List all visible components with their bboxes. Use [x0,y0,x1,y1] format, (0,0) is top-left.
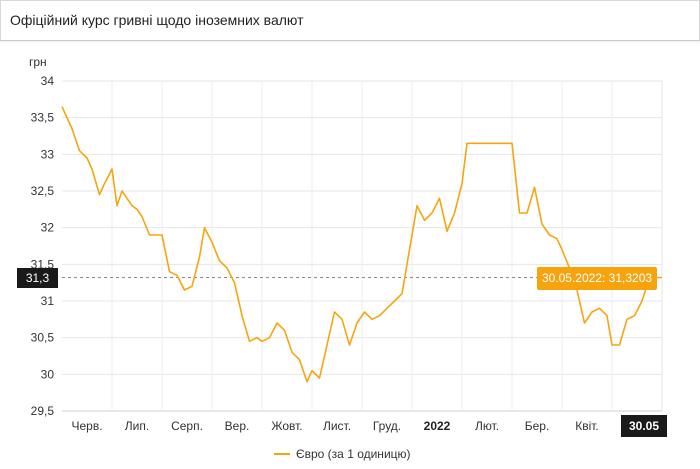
legend[interactable]: Євро (за 1 одиницю) [274,447,411,461]
y-tick-label: 29,5 [31,404,55,418]
x-tick-label: 2022 [424,419,451,433]
title-bar: Офіційний курс гривні щодо іноземних вал… [0,0,700,41]
y-axis-label: грн [29,55,47,69]
x-tick-label: Вер. [225,419,250,433]
y-tick-label: 30 [41,367,55,381]
y-tick-label: 31,5 [31,257,55,271]
x-tick-label: Квіт. [575,419,599,433]
y-tick-label: 30,5 [31,331,55,345]
x-tick-label: Груд. [373,419,401,433]
legend-item-euro[interactable]: Євро (за 1 одиницю) [296,447,411,461]
x-tick-label: Лют. [475,419,499,433]
grid-lines [62,80,663,412]
y-tick-label: 32 [41,221,55,235]
page-title: Офіційний курс гривні щодо іноземних вал… [10,12,304,28]
x-tick-label: Жовт. [271,419,302,433]
series-line-euro[interactable] [61,106,662,383]
legend-swatch [274,453,290,455]
x-tick-label: Лип. [125,419,149,433]
y-tick-label: 31 [41,294,55,308]
x-tick-label: Черв. [71,419,102,433]
y-tick-label: 33,5 [31,111,55,125]
x-axis-ticks: Черв. Лип. Серп. Вер. Жовт. Лист. Груд. 2022 Лют… [71,419,598,433]
x-tick-label: Серп. [171,419,203,433]
x-tick-label: Лист. [323,419,351,433]
y-tick-label: 34 [41,74,55,88]
y-axis-ticks: 34 33,5 33 32,5 32 31,5 31 30,5 30 29,5 [31,74,55,418]
crosshair-value-label: 31,3 [17,268,58,288]
x-axis-active-date: 30.05 [621,415,667,437]
y-tick-label: 33 [41,147,55,161]
x-tick-label: Бер. [525,419,550,433]
tooltip: 30.05.2022: 31,3203 [537,267,657,290]
y-tick-label: 32,5 [31,184,55,198]
